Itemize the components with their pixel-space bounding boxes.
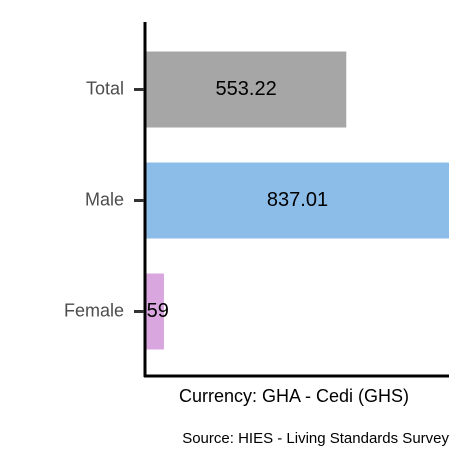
y-tick-label: Male <box>85 189 124 209</box>
x-axis-title: Currency: GHA - Cedi (GHS) <box>179 386 409 406</box>
bar <box>146 51 347 128</box>
bar-value-label: 553.22 <box>216 78 277 100</box>
y-tick-label: Total <box>86 78 124 98</box>
bar <box>146 162 449 239</box>
y-tick-label: Female <box>64 300 124 320</box>
bar-value-label: 837.01 <box>267 189 328 211</box>
plot-area: 553.22 837.01 .59 <box>141 51 449 350</box>
caption: Source: HIES - Living Standards Survey <box>182 430 449 447</box>
bar-value-label: .59 <box>141 300 169 322</box>
bar <box>146 273 164 350</box>
